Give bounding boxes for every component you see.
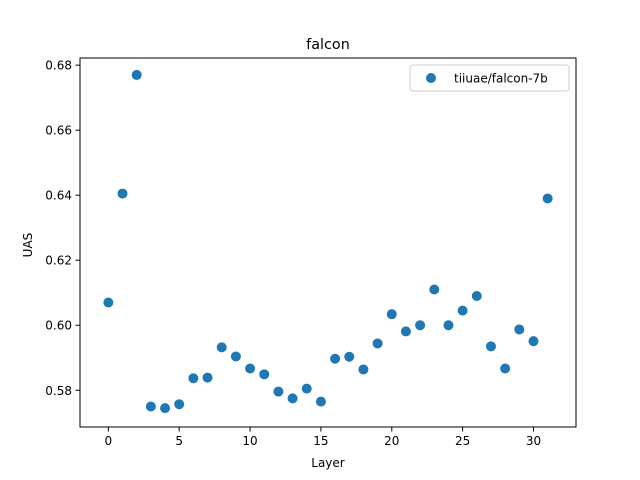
data-point <box>485 341 496 352</box>
data-point <box>188 373 199 384</box>
y-tick-label: 0.58 <box>45 384 72 398</box>
y-tick-label: 0.60 <box>45 319 72 333</box>
data-point <box>528 336 539 347</box>
data-point <box>103 297 114 308</box>
chart-title: falcon <box>306 37 350 53</box>
x-tick-label: 25 <box>455 434 470 448</box>
data-point <box>514 324 525 335</box>
data-point <box>386 309 397 320</box>
x-axis-label: Layer <box>311 456 345 470</box>
plot-area <box>79 57 577 428</box>
data-point <box>216 342 227 353</box>
data-point <box>415 320 426 331</box>
y-tick-label: 0.64 <box>45 189 72 203</box>
data-point <box>500 363 511 374</box>
y-tick-label: 0.68 <box>45 59 72 73</box>
x-tick-label: 20 <box>384 434 399 448</box>
plot-frame <box>79 57 577 428</box>
data-point <box>117 188 128 199</box>
data-point <box>330 353 341 364</box>
data-point <box>131 69 142 80</box>
data-point <box>202 372 213 383</box>
x-tick-label: 0 <box>105 434 113 448</box>
x-tick-label: 15 <box>313 434 328 448</box>
y-tick-label: 0.62 <box>45 254 72 268</box>
data-point <box>287 393 298 404</box>
data-point <box>471 290 482 301</box>
data-point <box>400 326 411 337</box>
data-point <box>160 403 171 414</box>
data-point <box>457 305 468 316</box>
data-point <box>542 193 553 204</box>
data-point <box>429 284 440 295</box>
data-point <box>259 369 270 380</box>
data-point <box>230 351 241 362</box>
data-point <box>245 363 256 374</box>
y-axis: 0.58 0.60 0.62 0.64 0.66 0.68 <box>45 59 80 398</box>
x-tick-label: 30 <box>526 434 541 448</box>
data-point <box>174 399 185 410</box>
data-point <box>358 364 369 375</box>
data-point <box>315 396 326 407</box>
data-point <box>344 351 355 362</box>
x-tick-label: 10 <box>242 434 257 448</box>
data-point <box>301 383 312 394</box>
y-axis-label: UAS <box>21 233 35 258</box>
data-point <box>273 386 284 397</box>
x-axis: 0 5 10 15 20 25 30 <box>105 427 541 448</box>
legend: tiiuae/falcon-7b <box>409 64 570 92</box>
legend-box <box>409 64 570 92</box>
x-tick-label: 5 <box>175 434 183 448</box>
legend-label: tiiuae/falcon-7b <box>454 72 548 86</box>
legend-marker <box>426 73 436 83</box>
data-point <box>372 338 383 349</box>
data-point <box>443 320 454 331</box>
y-tick-label: 0.66 <box>45 124 72 138</box>
data-points <box>103 69 553 414</box>
data-point <box>145 401 156 412</box>
